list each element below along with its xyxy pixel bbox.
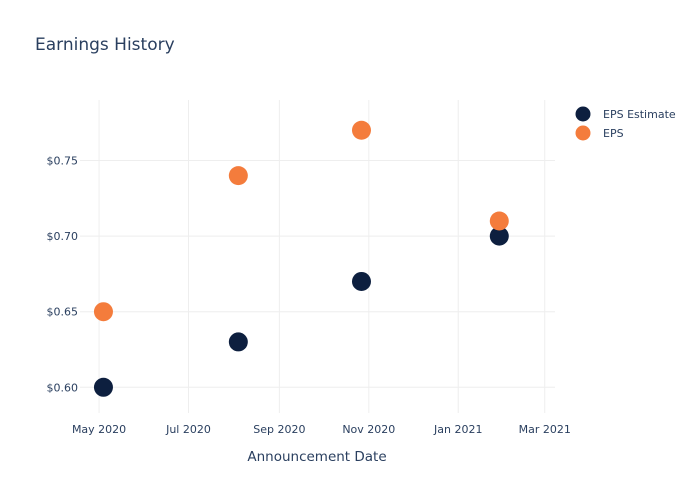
eps-point[interactable] [489,211,509,231]
legend-marker-eps-estimate[interactable] [575,106,591,122]
x-tick-label: Jan 2021 [433,423,482,436]
x-tick-label: Nov 2020 [342,423,395,436]
x-tick-label: Jul 2020 [165,423,211,436]
eps-estimate-point[interactable] [351,271,371,291]
x-axis-title: Announcement Date [247,449,386,465]
x-tick-label: May 2020 [72,423,126,436]
y-axis-ticks: $0.60 $0.65 $0.70 $0.75 [47,154,79,394]
y-tick-label: $0.65 [47,306,79,319]
x-tick-label: Mar 2021 [519,423,571,436]
eps-estimate-point[interactable] [489,226,509,246]
eps-point[interactable] [351,120,371,140]
y-tick-label: $0.75 [47,154,79,167]
legend: EPS Estimate EPS [575,106,676,141]
y-tick-label: $0.70 [47,230,79,243]
eps-estimate-point[interactable] [228,332,248,352]
legend-label-eps[interactable]: EPS [603,127,624,140]
eps-point[interactable] [93,302,113,322]
chart-title: Earnings History [35,35,175,55]
x-axis-ticks: May 2020 Jul 2020 Sep 2020 Nov 2020 Jan 2021… [72,423,571,436]
x-tick-label: Sep 2020 [253,423,305,436]
eps-estimate-point[interactable] [93,377,113,397]
legend-marker-eps[interactable] [575,125,591,141]
y-tick-label: $0.60 [47,381,79,394]
eps-point[interactable] [228,166,248,186]
legend-label-eps-estimate[interactable]: EPS Estimate [603,108,676,121]
grid [80,100,555,413]
data-points [93,120,509,397]
